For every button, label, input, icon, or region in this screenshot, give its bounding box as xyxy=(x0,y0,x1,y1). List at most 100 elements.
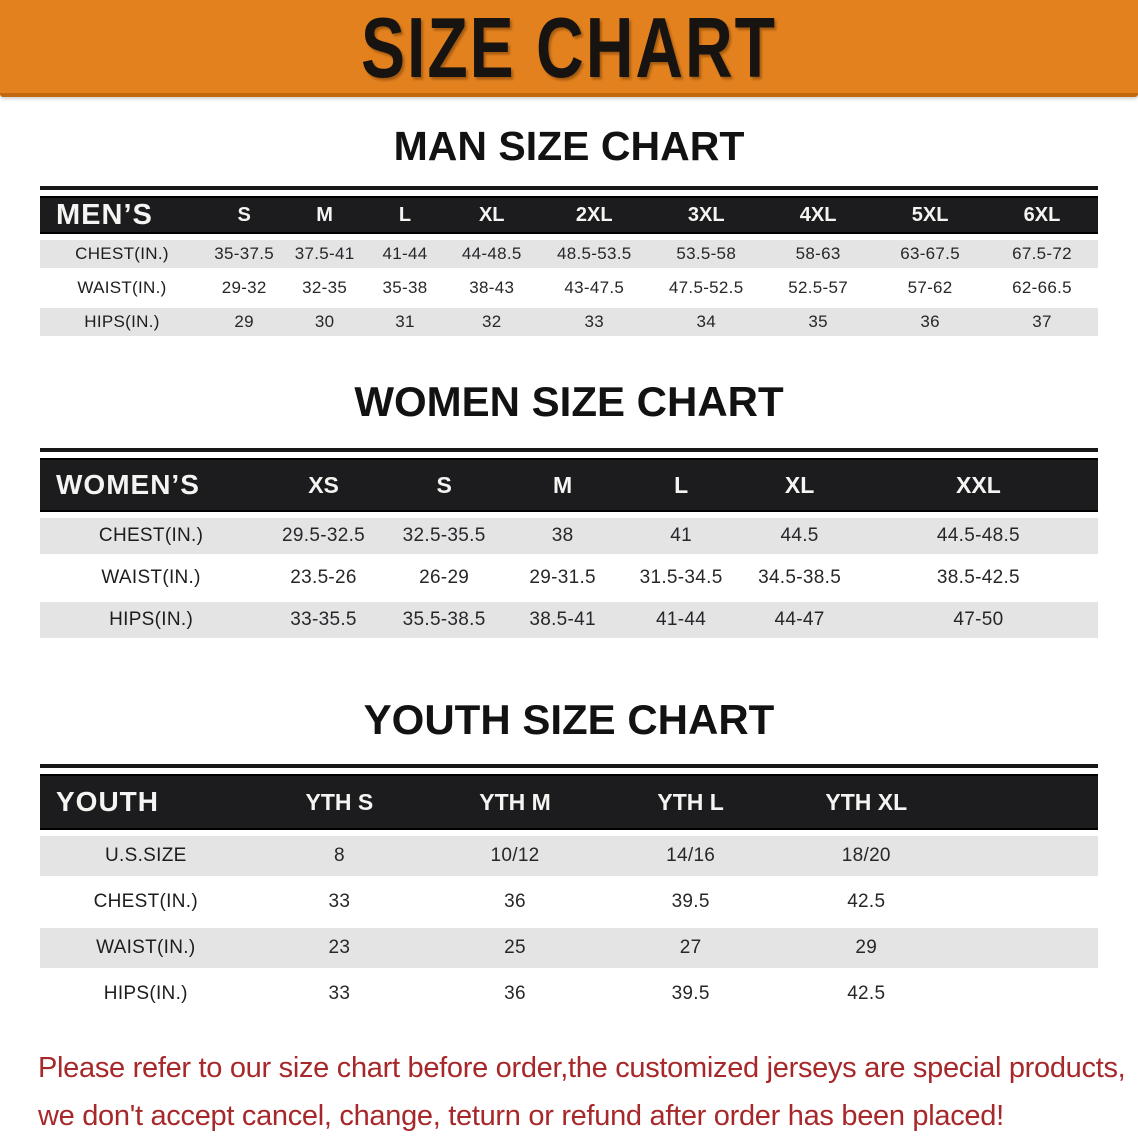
measurement-value: 38.5-41 xyxy=(529,609,596,630)
measurement-value: 33 xyxy=(328,983,351,1004)
women-size-table-wrap: WOMEN’S XS S M L XL XXL CHEST(IN.) 29.5-32.5 32.5… xyxy=(40,448,1098,644)
measurement-value: 39.5 xyxy=(671,891,710,912)
disclaimer-line-2: we don't accept cancel, change, teturn o… xyxy=(38,1100,1004,1132)
measurement-value: 32-35 xyxy=(302,278,348,297)
measurement-value: 44.5 xyxy=(780,525,819,546)
measurement-label: HIPS(IN.) xyxy=(103,983,188,1004)
measurement-value: 33 xyxy=(328,891,351,912)
size-column-header: XS xyxy=(262,458,385,512)
measurement-value: 29 xyxy=(855,937,878,958)
measurement-value: 44-48.5 xyxy=(461,244,522,263)
filler-cell xyxy=(954,974,1098,1014)
size-chart-title: SIZE CHART xyxy=(361,0,777,95)
size-header-row: WOMEN’S XS S M L XL XXL xyxy=(40,458,1098,512)
size-column-header: XXL xyxy=(858,458,1098,512)
size-column-header: S xyxy=(384,458,504,512)
measurement-value: 29-32 xyxy=(221,278,267,297)
measurement-label: CHEST(IN.) xyxy=(98,525,204,546)
size-column-header: 4XL xyxy=(762,196,875,234)
size-column-header: YTH XL xyxy=(778,774,955,830)
measurement-value: 14/16 xyxy=(666,845,716,866)
size-column-header: M xyxy=(503,458,622,512)
measurement-value: 23.5-26 xyxy=(290,567,357,588)
disclaimer-line-1: Please refer to our size chart before or… xyxy=(38,1052,1126,1084)
size-chart-banner: SIZE CHART xyxy=(0,0,1138,97)
measurement-row: WAIST(IN.) 29-32 32-35 35-38 38-43 43-47.5 47.… xyxy=(40,274,1098,302)
measurement-row: WAIST(IN.) 23.5-26 26-29 29-31.5 31.5-34.5 34… xyxy=(40,560,1098,596)
measurement-label: WAIST(IN.) xyxy=(77,278,167,297)
filler-header-cell xyxy=(954,774,1098,830)
measurement-row: HIPS(IN.) 33 36 39.5 42.5 xyxy=(40,974,1098,1014)
measurement-value: 36 xyxy=(504,983,526,1004)
measurement-value: 10/12 xyxy=(490,845,540,866)
men-size-chart-heading: MAN SIZE CHART xyxy=(393,123,745,169)
youth-size-table: YOUTH YTH S YTH M YTH L YTH XL U.S.SIZE 8 10/12… xyxy=(40,768,1098,1020)
measurement-value: 31.5-34.5 xyxy=(639,567,723,588)
measurement-value: 29.5-32.5 xyxy=(282,525,366,546)
measurement-label: WAIST(IN.) xyxy=(96,937,196,958)
measurement-value: 62-66.5 xyxy=(1012,278,1072,297)
group-label: YOUTH xyxy=(40,774,252,830)
measurement-value: 35-37.5 xyxy=(214,244,275,263)
measurement-value: 47-50 xyxy=(953,609,1004,630)
men-size-table: MEN’S S M L XL 2XL 3XL 4XL 5XL 6XL CHEST(IN.) 35-37… xyxy=(40,190,1098,342)
measurement-value: 32.5-35.5 xyxy=(402,525,486,546)
filler-cell xyxy=(954,836,1098,876)
size-column-header: YTH M xyxy=(427,774,603,830)
measurement-value: 52.5-57 xyxy=(788,278,849,297)
measurement-value: 41 xyxy=(670,525,692,546)
size-column-header: 2XL xyxy=(538,196,651,234)
size-column-header: YTH S xyxy=(251,774,428,830)
measurement-value: 23 xyxy=(328,937,351,958)
measurement-value: 35.5-38.5 xyxy=(402,609,486,630)
measurement-value: 37 xyxy=(1032,312,1052,331)
size-column-header: L xyxy=(621,458,741,512)
size-column-header: 6XL xyxy=(986,196,1098,234)
measurement-value: 34.5-38.5 xyxy=(758,567,842,588)
size-column-header: XL xyxy=(740,458,859,512)
women-size-chart-heading: WOMEN SIZE CHART xyxy=(354,378,784,425)
measurement-value: 47.5-52.5 xyxy=(668,278,744,297)
measurement-value: 42.5 xyxy=(847,983,886,1004)
measurement-value: 35 xyxy=(808,312,828,331)
measurement-value: 33-35.5 xyxy=(290,609,357,630)
measurement-value: 36 xyxy=(920,312,940,331)
measurement-value: 43-47.5 xyxy=(564,278,625,297)
measurement-row: U.S.SIZE 8 10/12 14/16 18/20 xyxy=(40,836,1098,876)
group-label: WOMEN’S xyxy=(40,458,263,512)
size-column-header: L xyxy=(364,196,446,234)
measurement-row: HIPS(IN.) 33-35.5 35.5-38.5 38.5-41 41-44 44-… xyxy=(40,602,1098,638)
measurement-value: 36 xyxy=(504,891,526,912)
size-column-header: 5XL xyxy=(874,196,987,234)
measurement-value: 41-44 xyxy=(656,609,707,630)
measurement-label: HIPS(IN.) xyxy=(109,609,194,630)
size-column-header: YTH L xyxy=(602,774,779,830)
measurement-value: 42.5 xyxy=(847,891,886,912)
measurement-value: 38.5-42.5 xyxy=(936,567,1020,588)
measurement-value: 27 xyxy=(679,937,702,958)
measurement-row: CHEST(IN.) 35-37.5 37.5-41 41-44 44-48.5 48.5… xyxy=(40,240,1098,268)
size-header-row: YOUTH YTH S YTH M YTH L YTH XL xyxy=(40,774,1098,830)
youth-size-table-wrap: YOUTH YTH S YTH M YTH L YTH XL U.S.SIZE 8 10/12… xyxy=(40,764,1098,1020)
measurement-value: 18/20 xyxy=(841,845,891,866)
measurement-value: 44.5-48.5 xyxy=(936,525,1020,546)
measurement-row: WAIST(IN.) 23 25 27 29 xyxy=(40,928,1098,968)
measurement-value: 67.5-72 xyxy=(1012,244,1072,263)
youth-section: YOUTH SIZE CHART YOUTH YTH S YTH M YTH L YTH… xyxy=(0,696,1138,1020)
measurement-label: CHEST(IN.) xyxy=(75,244,169,263)
measurement-value: 25 xyxy=(504,937,526,958)
measurement-value: 39.5 xyxy=(671,983,710,1004)
measurement-value: 32 xyxy=(481,312,502,331)
measurement-value: 8 xyxy=(333,845,345,866)
measurement-value: 33 xyxy=(584,312,605,331)
measurement-value: 53.5-58 xyxy=(676,244,737,263)
men-section: MAN SIZE CHART MEN’S S M L XL 2XL 3XL 4XL 5XL 6XL… xyxy=(0,123,1138,342)
measurement-value: 48.5-53.5 xyxy=(556,244,632,263)
order-disclaimer: Please refer to our size chart before or… xyxy=(38,1044,1126,1140)
group-label: MEN’S xyxy=(40,196,204,234)
measurement-value: 29-31.5 xyxy=(529,567,596,588)
women-section: WOMEN SIZE CHART WOMEN’S XS S M L XL XXL CHEST(… xyxy=(0,378,1138,644)
measurement-value: 58-63 xyxy=(795,244,841,263)
measurement-value: 26-29 xyxy=(419,567,470,588)
measurement-value: 30 xyxy=(314,312,335,331)
